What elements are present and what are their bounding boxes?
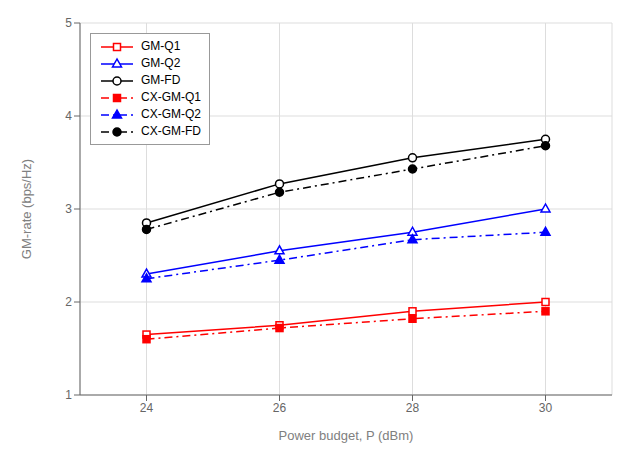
svg-text:5: 5 <box>65 16 72 30</box>
html-text:GM-Q1: GM-Q1 <box>141 39 181 53</box>
svg-text:GM-rate (bps/Hz): GM-rate (bps/Hz) <box>19 159 34 259</box>
svg-text:2: 2 <box>65 295 72 309</box>
svg-text:28: 28 <box>406 401 420 415</box>
html-text:CX-GM-Q2: CX-GM-Q2 <box>141 107 201 121</box>
html-text:GM-Q2: GM-Q2 <box>141 56 181 70</box>
svg-text:24: 24 <box>140 401 154 415</box>
html-text:CX-GM-Q1: CX-GM-Q1 <box>141 90 201 104</box>
svg-text:26: 26 <box>273 401 287 415</box>
svg-text:4: 4 <box>65 109 72 123</box>
svg-text:1: 1 <box>65 388 72 402</box>
html-text:CX-GM-FD: CX-GM-FD <box>141 124 201 138</box>
html-text:GM-FD: GM-FD <box>141 73 181 87</box>
svg-text:3: 3 <box>65 202 72 216</box>
svg-text:30: 30 <box>539 401 553 415</box>
svg-text:Power budget, P (dBm): Power budget, P (dBm) <box>279 428 414 443</box>
